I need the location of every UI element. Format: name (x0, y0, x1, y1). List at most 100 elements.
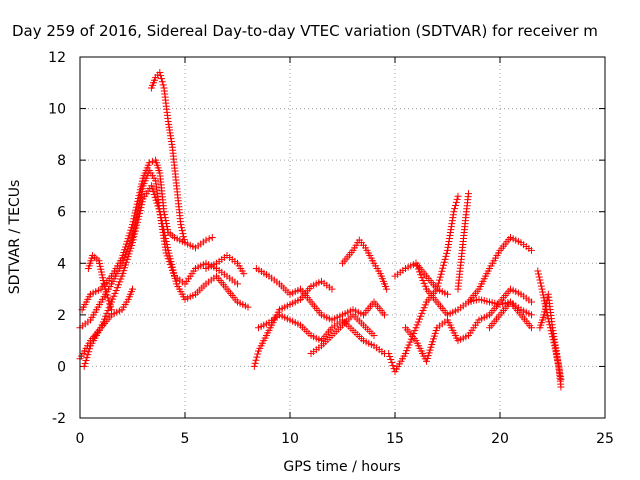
data-point-track-g (381, 311, 388, 319)
data-point-track-l (416, 315, 423, 323)
data-point-track-c (164, 243, 172, 251)
data-point-track-d (85, 348, 93, 356)
data-point-track-s (557, 383, 565, 391)
data-point-track-o (438, 267, 446, 275)
data-point-track-k (383, 285, 391, 293)
data-point-track-e (99, 277, 107, 285)
data-point-track-c (150, 191, 158, 199)
data-point-track-b (118, 259, 126, 267)
data-point-track-e (106, 300, 114, 308)
data-point-peak (178, 227, 186, 235)
data-point-track-a (208, 234, 216, 241)
data-point-track-e (99, 274, 107, 282)
data-point-track-o (454, 192, 462, 200)
data-point-track-s (536, 276, 544, 284)
data-point-track-d (129, 285, 136, 293)
data-point-track-t (557, 375, 565, 383)
data-point-track-c (115, 281, 122, 289)
data-point-track-o (452, 198, 460, 206)
data-point-track-l (389, 362, 397, 370)
data-point-track-c (130, 233, 138, 241)
data-point-track-a (205, 235, 213, 243)
data-point-track-e (97, 268, 105, 276)
y-tick-label: -2 (52, 411, 66, 427)
data-point-track-l (388, 359, 396, 367)
tick-layer: 0 5 10 15 20 25 -2 0 2 4 6 8 10 12 (48, 50, 614, 447)
y-tick-label: 10 (48, 102, 66, 118)
data-point-track-s (535, 270, 542, 278)
data-point-track-l (414, 318, 422, 326)
data-point-track-l (419, 307, 427, 315)
data-point-track-m (528, 311, 535, 319)
data-point-track-a (148, 157, 156, 165)
data-point-track-c (103, 309, 111, 317)
data-point-track-c (117, 275, 125, 283)
data-point-track-c (112, 287, 120, 295)
data-point-track-c (133, 218, 141, 226)
data-point-peak (177, 221, 185, 229)
data-point-track-e (103, 291, 111, 299)
data-point-track-c (99, 318, 107, 326)
data-point-track-l (421, 301, 429, 309)
data-point-track-d (84, 351, 92, 359)
data-point-track-e (97, 265, 105, 273)
data-point-track-s (537, 282, 545, 290)
data-point-track-c (131, 227, 139, 235)
data-point-track-e (95, 257, 103, 265)
data-point-track-i (253, 353, 261, 361)
data-point-track-c (129, 236, 137, 244)
plot-frame (79, 56, 606, 419)
data-point-track-o (450, 208, 458, 216)
data-point-track-l (411, 327, 419, 335)
data-point-track-e (96, 260, 104, 268)
data-point-track-c (162, 234, 170, 242)
data-point-peak (180, 236, 188, 244)
data-point-track-i (254, 350, 262, 358)
data-point-track-c (156, 208, 164, 216)
data-point-track-o (441, 255, 449, 263)
data-point-track-q (528, 246, 535, 254)
data-point-track-e (104, 294, 112, 302)
data-point-track-l (404, 344, 412, 352)
data-point-track-l (402, 350, 409, 358)
data-point-track-l (444, 290, 451, 298)
y-tick-label: 12 (48, 50, 66, 66)
data-point-track-l (412, 324, 420, 332)
data-point-track-c (160, 229, 168, 237)
x-tick-label: 25 (596, 431, 614, 447)
data-point-track-c (163, 240, 171, 248)
data-point-track-l (413, 321, 421, 329)
chart-title: Day 259 of 2016, Sidereal Day-to-day VTE… (12, 22, 598, 40)
data-point-track-s (539, 288, 547, 296)
data-point-track-o (435, 276, 443, 284)
data-point-peak (180, 233, 188, 241)
data-point-track-d (80, 362, 88, 370)
data-point-track-c (161, 232, 169, 240)
data-point-track-o (443, 249, 451, 257)
data-point-track-c (160, 226, 168, 234)
y-tick-label: 4 (57, 256, 66, 272)
data-point-track-m (418, 274, 426, 282)
data-point-track-c (109, 295, 117, 303)
data-point-track-m (420, 279, 428, 287)
data-point-peak (159, 81, 167, 89)
data-point-track-b (234, 280, 241, 288)
data-point-track-i (328, 285, 336, 293)
data-point-track-l (417, 312, 425, 320)
data-point-track-c (152, 196, 160, 204)
data-point-track-s (534, 267, 542, 275)
data-point-peak (181, 239, 189, 247)
data-point-track-o (435, 279, 443, 287)
data-point-peak (179, 230, 187, 238)
data-point-track-b (138, 188, 146, 196)
data-point-track-l (418, 309, 426, 317)
data-point-track-l (386, 353, 394, 361)
data-point-track-f (240, 270, 248, 278)
data-point-track-c (136, 209, 143, 217)
data-point-track-c (104, 307, 112, 315)
data-point-track-r (528, 324, 535, 332)
data-point-track-c (151, 193, 159, 201)
data-point-track-c (154, 202, 162, 210)
data-point-track-c (157, 214, 165, 222)
